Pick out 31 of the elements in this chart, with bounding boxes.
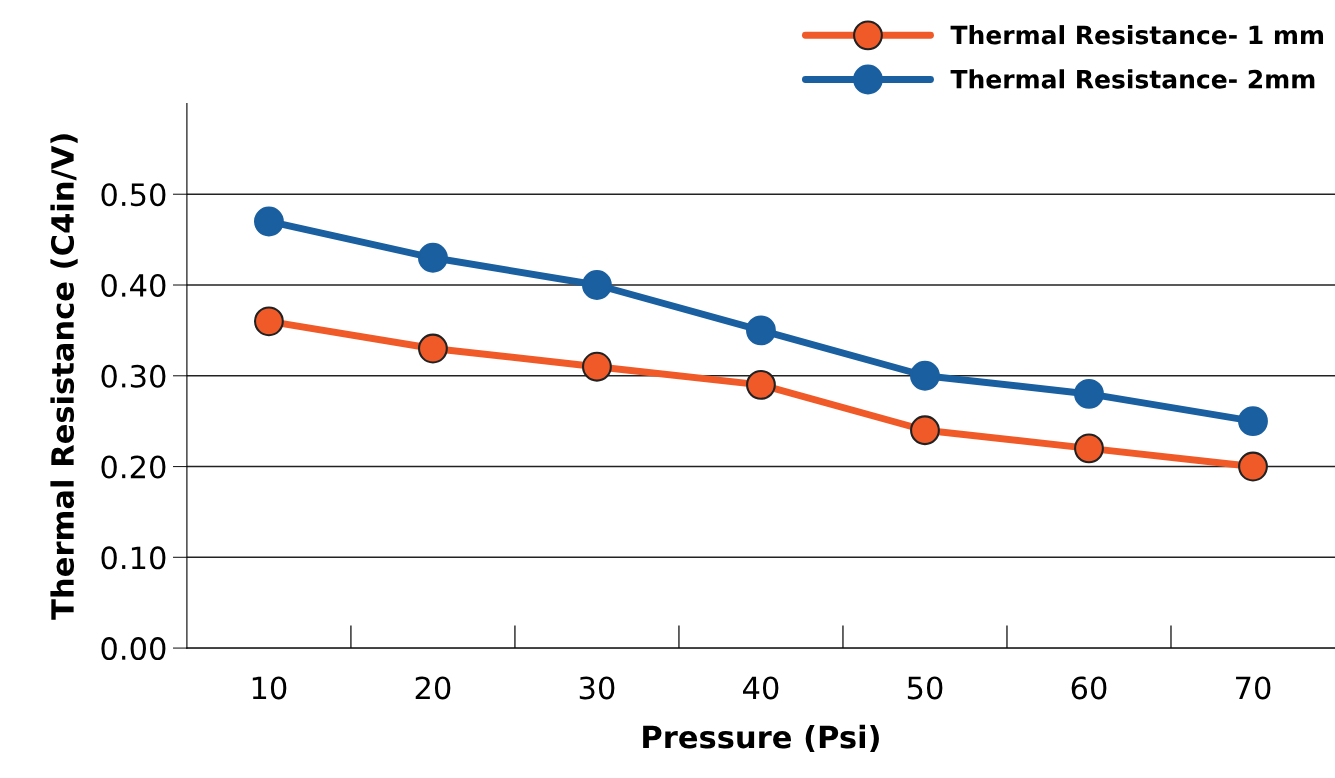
y-tick-label: 0.40 bbox=[101, 273, 166, 298]
x-tick-label: 20 bbox=[415, 676, 451, 700]
point bbox=[582, 270, 612, 300]
point bbox=[253, 206, 284, 237]
y-tick-label: 0.30 bbox=[101, 364, 166, 388]
x-tick-label: 40 bbox=[743, 676, 779, 700]
x-tick-label: 30 bbox=[579, 676, 615, 700]
point bbox=[1238, 406, 1268, 437]
point bbox=[417, 242, 448, 273]
y-tick-label: 0.20 bbox=[101, 455, 166, 479]
x-tick-label: 10 bbox=[252, 676, 287, 700]
point bbox=[253, 306, 284, 337]
y-axis-title: Thermal Resistance (C4in/V) bbox=[50, 134, 78, 620]
point bbox=[417, 333, 448, 364]
point bbox=[582, 351, 612, 382]
point bbox=[910, 360, 940, 391]
x-tick-label: 70 bbox=[1236, 676, 1271, 700]
point bbox=[746, 315, 776, 346]
point bbox=[746, 369, 776, 400]
legend-label: Thermal Resistance- 2mm bbox=[950, 69, 1315, 89]
y-tick-label: 0.50 bbox=[101, 183, 166, 207]
x-tick-label: 60 bbox=[1071, 676, 1107, 700]
y-tick-label: 0.00 bbox=[101, 637, 166, 661]
point bbox=[910, 415, 940, 446]
x-axis-title: Pressure (Psi) bbox=[643, 724, 879, 753]
point bbox=[1074, 433, 1104, 464]
x-tick-label: 50 bbox=[907, 676, 943, 700]
point bbox=[1074, 379, 1104, 409]
point bbox=[1238, 451, 1268, 482]
legend-label: Thermal Resistance- 1 mm bbox=[950, 25, 1324, 45]
y-tick-label: 0.10 bbox=[101, 546, 166, 570]
